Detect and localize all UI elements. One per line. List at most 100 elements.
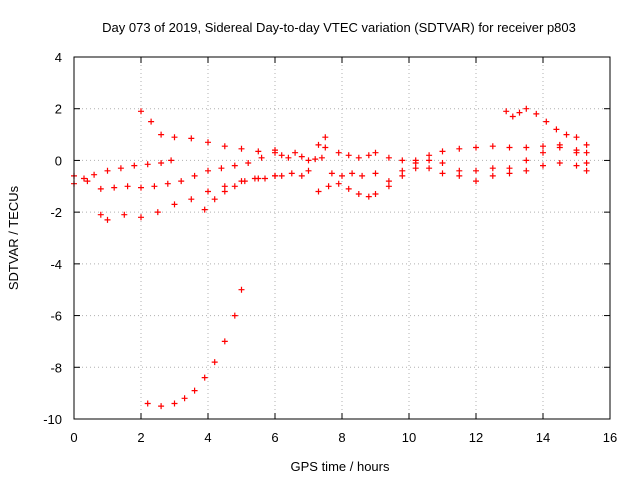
y-tick-label: 0 [55, 153, 62, 168]
data-point [372, 191, 379, 197]
data-point [312, 156, 319, 163]
data-point [231, 183, 238, 190]
data-point [315, 141, 322, 148]
data-point [322, 144, 329, 151]
data-point [365, 193, 372, 200]
x-axis-label: GPS time / hours [291, 459, 390, 474]
series-track-9 [315, 180, 379, 200]
series-track-2 [71, 149, 278, 192]
data-point [318, 154, 325, 161]
x-tick-label: 0 [70, 430, 77, 445]
data-point [553, 126, 560, 133]
data-point [523, 105, 530, 112]
x-tick-label: 10 [402, 430, 416, 445]
data-point [231, 312, 238, 319]
data-point [456, 145, 463, 152]
data-point [583, 160, 590, 166]
y-tick-label: -10 [43, 412, 62, 427]
y-tick-label: 4 [55, 50, 62, 65]
data-point [506, 170, 513, 177]
series-track-8 [278, 134, 379, 179]
data-point [523, 144, 530, 151]
data-point [489, 165, 496, 172]
data-point [439, 148, 446, 155]
data-point [221, 188, 228, 195]
data-point [272, 172, 278, 179]
data-point [305, 167, 312, 174]
x-tick-label: 12 [469, 430, 483, 445]
data-point [211, 359, 218, 366]
data-point [164, 180, 171, 187]
data-point [540, 162, 546, 169]
data-point [399, 167, 406, 174]
data-point [489, 172, 496, 179]
data-point [238, 145, 245, 152]
data-point [339, 172, 345, 179]
data-point [523, 157, 530, 164]
data-point [573, 149, 580, 156]
data-point [144, 400, 151, 407]
x-tick-label: 8 [338, 430, 345, 445]
data-point [221, 338, 228, 345]
data-point [583, 167, 590, 174]
data-point [509, 113, 516, 120]
data-point [412, 165, 419, 172]
y-tick-label: 2 [55, 102, 62, 117]
data-point [533, 110, 540, 117]
data-point [328, 170, 335, 177]
series-track-4 [138, 108, 278, 155]
data-point [372, 170, 379, 177]
data-point [573, 162, 580, 169]
data-point [359, 172, 366, 179]
data-point [516, 109, 523, 116]
data-point [181, 395, 188, 402]
x-tick-label: 14 [536, 430, 550, 445]
data-point [583, 149, 590, 156]
data-point [81, 175, 87, 182]
data-point [399, 157, 406, 164]
data-point [104, 167, 111, 174]
series-track-1 [71, 157, 175, 187]
data-point [322, 134, 329, 141]
data-point [191, 172, 198, 179]
grid-lines [74, 57, 610, 419]
data-point [124, 183, 131, 190]
data-point [258, 154, 265, 161]
data-point [563, 131, 570, 138]
data-point [138, 214, 144, 221]
data-point [385, 183, 392, 190]
y-tick-label: -4 [50, 257, 62, 272]
data-point [117, 165, 124, 172]
data-point [298, 153, 305, 160]
data-point [138, 184, 144, 191]
data-point [111, 184, 118, 191]
data-point [540, 149, 546, 156]
data-point [272, 147, 278, 154]
data-point [506, 165, 513, 172]
data-point [255, 148, 262, 155]
series-track-6 [144, 286, 245, 410]
data-point [355, 154, 362, 161]
data-point [473, 144, 479, 151]
data-point [385, 154, 392, 161]
series-track-11 [385, 154, 590, 179]
data-point [97, 185, 104, 192]
data-point [191, 387, 198, 394]
data-point [168, 157, 175, 164]
data-point [158, 160, 165, 166]
data-point [201, 374, 208, 381]
chart-title: Day 073 of 2019, Sidereal Day-to-day VTE… [102, 20, 576, 35]
axis-ticks: 0 2 4 6 8 10 12 14 16 -10 -8 -6 -4 -2 0 2 4 [43, 50, 617, 445]
data-point [218, 165, 225, 172]
y-tick-label: -8 [50, 360, 62, 375]
data-point [205, 167, 211, 174]
data-point [205, 139, 211, 146]
data-point [335, 149, 342, 156]
data-point [178, 178, 185, 185]
data-point [201, 206, 208, 213]
data-point [355, 191, 362, 197]
data-point [84, 178, 91, 185]
data-point [365, 152, 372, 159]
series-track-13 [385, 144, 590, 190]
